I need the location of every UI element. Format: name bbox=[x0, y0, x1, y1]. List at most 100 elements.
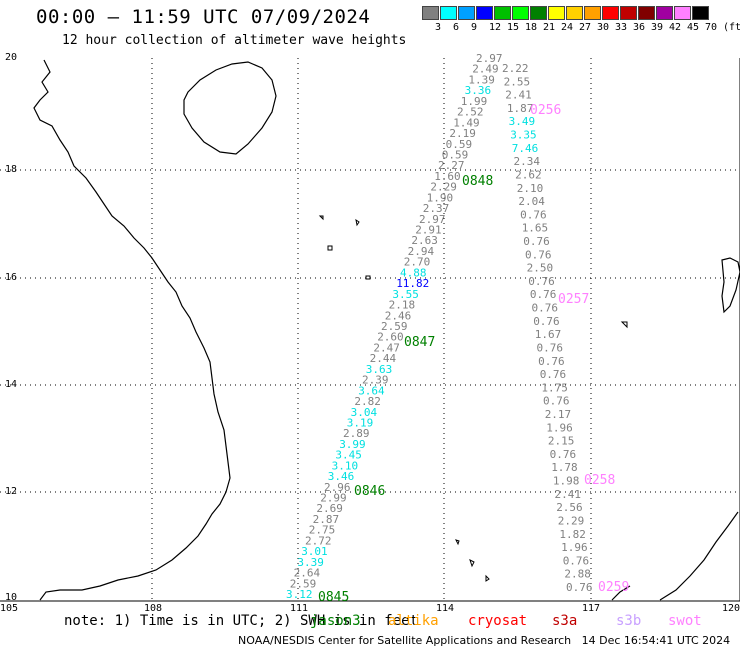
swh-value: 2.39 bbox=[362, 374, 389, 387]
longitude-label: 114 bbox=[436, 603, 455, 614]
color-swatch bbox=[422, 6, 439, 20]
color-scale-tick-label: 45 bbox=[687, 22, 700, 33]
swh-value: 1.78 bbox=[551, 461, 578, 474]
color-swatch bbox=[548, 6, 565, 20]
swh-value: 2.70 bbox=[404, 256, 431, 269]
swh-value: 1.99 bbox=[461, 95, 488, 108]
swh-value: 2.19 bbox=[449, 127, 476, 140]
footer-agency: NOAA/NESDIS Center for Satellite Applica… bbox=[238, 634, 572, 647]
swh-value: 3.45 bbox=[335, 449, 362, 462]
swh-value: 0.76 bbox=[523, 235, 550, 248]
time-label: 0847 bbox=[404, 335, 435, 350]
color-swatch bbox=[512, 6, 529, 20]
swh-value: 3.12 bbox=[286, 588, 313, 601]
swh-value: 1.67 bbox=[535, 328, 562, 341]
color-swatch bbox=[458, 6, 475, 20]
swh-value: 2.46 bbox=[385, 309, 412, 322]
satellite-legend-item: altika bbox=[388, 613, 439, 629]
swh-value: 1.49 bbox=[453, 116, 480, 129]
swh-value: 2.94 bbox=[408, 245, 435, 258]
swh-value: 3.36 bbox=[465, 84, 492, 97]
swh-value: 2.99 bbox=[320, 492, 347, 505]
swh-value: 2.89 bbox=[343, 427, 370, 440]
color-scale-tick-label: 70 bbox=[705, 22, 718, 33]
swh-value: 0.76 bbox=[520, 208, 547, 221]
latitude-label: 12 bbox=[5, 486, 18, 497]
swh-value: 2.27 bbox=[438, 159, 465, 172]
longitude-label: 108 bbox=[144, 603, 163, 614]
latitude-label: 20 bbox=[5, 52, 18, 63]
page-title: 00:00 – 11:59 UTC 07/09/2024 bbox=[36, 6, 371, 28]
swh-value: 3.04 bbox=[351, 406, 378, 419]
swh-value: 1.75 bbox=[541, 381, 568, 394]
color-swatch bbox=[566, 6, 583, 20]
footer-credit: NOAA/NESDIS Center for Satellite Applica… bbox=[238, 634, 730, 647]
color-swatch bbox=[674, 6, 691, 20]
map-frame bbox=[0, 58, 740, 602]
color-scale-tick-label: 3 bbox=[435, 22, 442, 33]
swh-value: 2.60 bbox=[377, 331, 404, 344]
satellite-legend-item: jason3 bbox=[310, 613, 361, 629]
swh-value: 2.55 bbox=[504, 75, 530, 88]
satellite-legend-item: s3b bbox=[616, 613, 642, 629]
time-label: 0259 bbox=[598, 580, 629, 595]
swh-value: 2.82 bbox=[354, 395, 381, 408]
swh-value: 3.99 bbox=[339, 438, 366, 451]
color-scale-tick-label: 9 bbox=[471, 22, 478, 33]
islands bbox=[318, 215, 628, 582]
color-swatch bbox=[620, 6, 637, 20]
swh-value: 2.62 bbox=[515, 169, 542, 182]
swh-value: 2.87 bbox=[313, 513, 340, 526]
swh-value: 3.49 bbox=[509, 115, 535, 128]
swh-value: 0.76 bbox=[528, 275, 555, 288]
lat-lon-grid bbox=[0, 58, 740, 601]
swh-value: 1.90 bbox=[427, 191, 454, 204]
swh-value: 2.10 bbox=[517, 182, 544, 195]
color-scale-tick-label: (ft) bbox=[723, 22, 740, 33]
swh-value: 0.76 bbox=[540, 368, 567, 381]
swh-value: 2.17 bbox=[545, 408, 572, 421]
color-scale-tick-label: 12 bbox=[489, 22, 502, 33]
time-label: 0257 bbox=[558, 292, 589, 307]
time-label: 0258 bbox=[584, 473, 615, 488]
altimeter-track-right: 0.762.880.761.961.822.292.562.411.981.78… bbox=[502, 62, 629, 595]
page-subtitle: 12 hour collection of altimeter wave hei… bbox=[62, 33, 407, 48]
swh-value: 3.10 bbox=[332, 459, 359, 472]
swh-value: 2.47 bbox=[373, 341, 400, 354]
swh-value: 2.41 bbox=[505, 89, 532, 102]
swh-value: 1.39 bbox=[468, 73, 495, 86]
latitude-label: 18 bbox=[5, 164, 18, 175]
swh-value: 2.63 bbox=[411, 234, 438, 247]
swh-value: 3.64 bbox=[358, 384, 385, 397]
color-swatch bbox=[476, 6, 493, 20]
coastline-vietnam bbox=[33, 59, 740, 601]
color-scale-tick-label: 24 bbox=[561, 22, 574, 33]
swh-value: 2.56 bbox=[556, 501, 583, 514]
swh-value: 0.76 bbox=[566, 581, 593, 594]
latitude-label: 16 bbox=[5, 272, 18, 283]
swh-value: 3.63 bbox=[366, 363, 393, 376]
swh-value: 2.75 bbox=[309, 524, 336, 537]
color-swatch bbox=[602, 6, 619, 20]
longitude-label: 111 bbox=[290, 603, 309, 614]
swh-value: 1.82 bbox=[559, 528, 586, 541]
swh-value: 0.76 bbox=[563, 554, 590, 567]
swh-value: 2.15 bbox=[548, 435, 575, 448]
color-swatch bbox=[692, 6, 709, 20]
color-scale-tick-label: 27 bbox=[579, 22, 592, 33]
swh-value: 2.37 bbox=[423, 202, 450, 215]
swh-value: 2.69 bbox=[316, 502, 343, 515]
swh-value: 2.18 bbox=[389, 299, 416, 312]
swh-value: 3.46 bbox=[328, 470, 355, 483]
swh-value: 0.76 bbox=[550, 448, 577, 461]
swh-value: 1.60 bbox=[434, 170, 461, 183]
swh-value: 2.41 bbox=[555, 488, 582, 501]
swh-value: 1.96 bbox=[546, 421, 573, 434]
footer-timestamp: 14 Dec 16:54:41 UTC 2024 bbox=[581, 634, 731, 647]
swh-value: 2.34 bbox=[514, 155, 541, 168]
swh-value: 2.29 bbox=[558, 515, 585, 528]
swh-value: 4.88 bbox=[400, 266, 427, 279]
swh-value: 3.19 bbox=[347, 417, 374, 430]
swh-value: 2.91 bbox=[415, 224, 442, 237]
swh-value: 3.01 bbox=[301, 545, 328, 558]
